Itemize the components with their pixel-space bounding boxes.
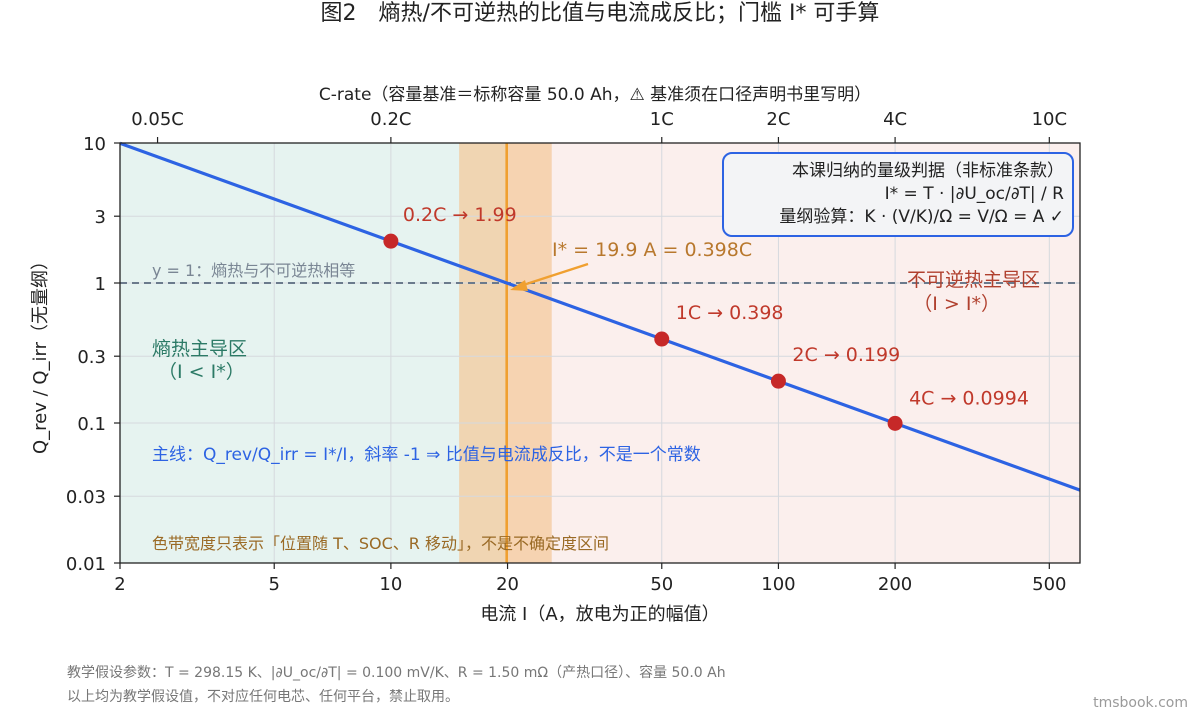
x-tick-label: 50 [650,574,673,595]
point-label: 1C → 0.398 [676,302,784,324]
point-label: 0.2C → 1.99 [403,204,517,226]
top-tick-label: 2C [766,109,790,130]
point-label: 4C → 0.0994 [909,387,1029,409]
info-box: 本课归纳的量级判据（非标准条款） I* = T · |∂U_oc/∂T| / R 量… [722,152,1074,237]
figure-title: 图2 熵热/不可逆热的比值与电流成反比；门槛 I* 可手算 [320,1,880,26]
data-points [383,233,903,431]
y-tick-label: 0.1 [77,414,106,435]
point-label: 2C → 0.199 [792,344,900,366]
y-axis: 0.01 0.03 0.1 0.3 1 3 10 Q_rev / Q_irr（无量纲） [30,134,120,575]
footnote-assumptions: 教学假设参数：T = 298.15 K、|∂U_oc/∂T| = 0.100 m… [67,665,726,681]
y-tick-label: 10 [83,134,106,155]
top-tick-label: 0.05C [131,109,184,130]
annotations: 0.2C → 1.99 1C → 0.398 2C → 0.199 4C → 0.09… [152,204,1040,553]
threshold-arrow [513,262,589,290]
x-tick-label: 200 [878,574,912,595]
main-line-note: 主线：Q_rev/Q_irr = I*/I，斜率 -1 ⇒ 比值与电流成反比，不… [152,445,701,465]
y-tick-label: 3 [95,207,106,228]
left-region-subtitle: （I < I*） [158,361,245,383]
info-box-frame [722,152,1074,237]
x-tick-label: 5 [268,574,279,595]
x-tick-label: 500 [1032,574,1066,595]
top-tick-label: 10C [1032,109,1067,130]
y-tick-label: 0.03 [66,487,106,508]
x-tick-label: 2 [114,574,125,595]
top-crate-axis: 0.05C 0.2C 1C 2C 4C 10C C-rate（容量基准＝标称容量 50.0 … [131,85,1067,143]
ratio-series-line [119,141,1081,492]
watermark: tmsbook.com [1093,695,1188,711]
band-width-note: 色带宽度只表示「位置随 T、SOC、R 移动」，不是不确定度区间 [152,534,609,553]
footnote-disclaimer: 以上均为教学假设值，不对应任何电芯、任何平台，禁止取用。 [67,689,459,705]
y-tick-label: 1 [95,274,106,295]
x-axis-label: 电流 I（A，放电为正的幅值） [480,604,719,625]
data-point [770,373,786,389]
reference-line-label: y = 1：熵热与不可逆热相等 [152,261,355,280]
x-axis: 2 5 10 20 50 100 200 500 电流 I（A，放电为正的幅值） [114,563,1066,625]
x-tick-label: 20 [496,574,519,595]
data-point [654,331,670,347]
top-tick-label: 0.2C [370,109,411,130]
right-region-subtitle: （I > I*） [913,293,1000,315]
info-box-line: 量纲验算：K · (V/K)/Ω = V/Ω = A ✓ [779,207,1064,227]
left-region-title: 熵热主导区 [152,338,247,360]
info-box-line: 本课归纳的量级判据（非标准条款） [792,161,1064,181]
data-point [887,415,903,431]
y-tick-label: 0.3 [77,347,106,368]
x-tick-label: 10 [379,574,402,595]
right-region-title: 不可逆热主导区 [907,269,1040,291]
info-box-line: I* = T · |∂U_oc/∂T| / R [885,184,1065,204]
top-axis-label: C-rate（容量基准＝标称容量 50.0 Ah，⚠ 基准须在口径声明书里写明） [319,85,871,105]
x-tick-label: 100 [761,574,795,595]
data-point [383,233,399,249]
plot-frame [119,142,1081,564]
top-tick-label: 4C [883,109,907,130]
y-axis-label: Q_rev / Q_irr（无量纲） [30,252,51,454]
y-tick-label: 0.01 [66,554,106,575]
threshold-label: I* = 19.9 A = 0.398C [552,239,752,261]
top-tick-label: 1C [650,109,674,130]
threshold-arrowhead [510,280,528,291]
